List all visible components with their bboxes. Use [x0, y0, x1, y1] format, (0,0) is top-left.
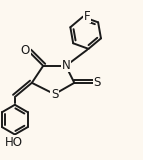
Text: O: O	[21, 44, 30, 57]
Text: S: S	[51, 88, 58, 101]
Text: N: N	[62, 59, 71, 72]
Text: S: S	[93, 76, 101, 89]
Text: F: F	[84, 10, 90, 23]
Text: HO: HO	[5, 136, 23, 149]
